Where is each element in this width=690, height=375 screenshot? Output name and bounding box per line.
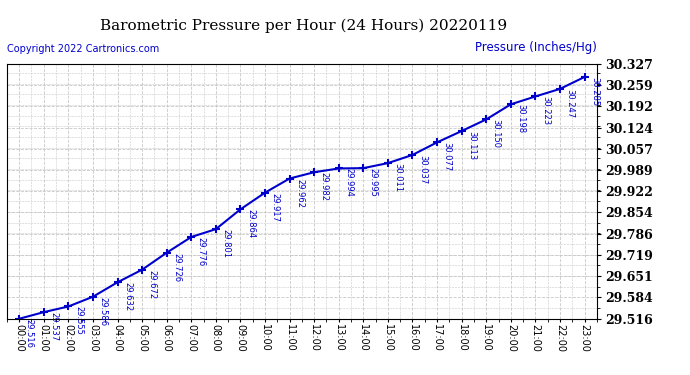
Text: 30.150: 30.150	[492, 119, 501, 148]
Text: Barometric Pressure per Hour (24 Hours) 20220119: Barometric Pressure per Hour (24 Hours) …	[100, 19, 507, 33]
Text: 29.516: 29.516	[25, 319, 34, 348]
Text: 30.113: 30.113	[467, 131, 476, 160]
Text: 30.285: 30.285	[590, 77, 599, 106]
Text: 29.555: 29.555	[74, 306, 83, 335]
Text: 29.982: 29.982	[319, 172, 328, 201]
Text: 29.586: 29.586	[99, 297, 108, 326]
Text: 29.632: 29.632	[123, 282, 132, 311]
Text: 30.223: 30.223	[541, 96, 550, 126]
Text: Copyright 2022 Cartronics.com: Copyright 2022 Cartronics.com	[7, 44, 159, 54]
Text: 29.776: 29.776	[197, 237, 206, 266]
Text: 29.537: 29.537	[49, 312, 59, 341]
Text: 30.247: 30.247	[566, 89, 575, 118]
Text: 30.198: 30.198	[516, 104, 525, 134]
Text: 29.672: 29.672	[148, 270, 157, 299]
Text: 30.077: 30.077	[442, 142, 452, 172]
Text: 30.037: 30.037	[418, 155, 427, 184]
Text: 29.962: 29.962	[295, 178, 304, 207]
Text: 29.995: 29.995	[369, 168, 378, 197]
Text: 29.801: 29.801	[221, 229, 230, 258]
Text: 29.994: 29.994	[344, 168, 353, 197]
Text: 29.726: 29.726	[172, 253, 181, 282]
Text: Pressure (Inches/Hg): Pressure (Inches/Hg)	[475, 40, 597, 54]
Text: 29.864: 29.864	[246, 209, 255, 238]
Text: 29.917: 29.917	[270, 193, 279, 222]
Text: 30.011: 30.011	[393, 163, 402, 192]
